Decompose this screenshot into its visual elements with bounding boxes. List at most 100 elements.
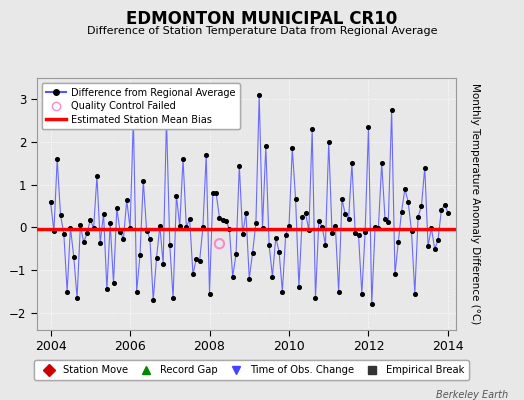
Point	[374, 225, 383, 231]
Point	[427, 225, 435, 231]
Point	[344, 216, 353, 222]
Point	[381, 216, 389, 222]
Point	[136, 252, 144, 258]
Point	[301, 210, 310, 216]
Point	[304, 227, 313, 234]
Point	[199, 224, 207, 230]
Point	[50, 228, 58, 234]
Point	[195, 258, 204, 264]
Point	[248, 250, 257, 256]
Point	[179, 156, 187, 162]
Point	[238, 231, 247, 238]
Point	[394, 239, 402, 246]
Point	[245, 276, 254, 282]
Point	[86, 217, 94, 223]
Point	[358, 290, 366, 297]
Point	[225, 226, 234, 233]
Point	[113, 205, 121, 212]
Point	[318, 224, 326, 230]
Point	[417, 203, 425, 209]
Point	[341, 211, 350, 218]
Point	[397, 208, 406, 215]
Point	[133, 288, 141, 295]
Point	[424, 243, 432, 249]
Point	[47, 199, 55, 206]
Point	[404, 199, 412, 205]
Point	[185, 216, 194, 222]
Point	[73, 295, 81, 301]
Point	[407, 228, 416, 234]
Point	[162, 115, 171, 122]
Point	[192, 255, 201, 262]
Point	[434, 237, 442, 244]
Point	[351, 230, 359, 236]
Point	[205, 290, 214, 297]
Point	[228, 274, 237, 280]
Point	[331, 223, 340, 230]
Point	[159, 261, 167, 267]
Point	[166, 242, 174, 249]
Point	[321, 241, 330, 248]
Point	[278, 288, 287, 295]
Point	[252, 220, 260, 227]
Text: EDMONTON MUNICIPAL CR10: EDMONTON MUNICIPAL CR10	[126, 10, 398, 28]
Point	[261, 143, 270, 150]
Legend: Station Move, Record Gap, Time of Obs. Change, Empirical Break: Station Move, Record Gap, Time of Obs. C…	[34, 360, 469, 380]
Point	[209, 190, 217, 196]
Point	[152, 254, 161, 261]
Point	[169, 295, 177, 301]
Point	[421, 164, 429, 171]
Point	[414, 214, 422, 220]
Point	[298, 214, 307, 220]
Point	[96, 240, 104, 246]
Point	[361, 228, 369, 235]
Point	[371, 224, 379, 230]
Point	[53, 156, 61, 162]
Point	[123, 197, 131, 204]
Point	[212, 190, 220, 196]
Point	[255, 92, 264, 98]
Point	[83, 230, 91, 236]
Point	[377, 160, 386, 167]
Point	[182, 224, 191, 230]
Point	[354, 232, 363, 238]
Point	[215, 214, 224, 221]
Point	[116, 228, 124, 235]
Point	[348, 160, 356, 167]
Point	[271, 234, 280, 241]
Text: Berkeley Earth: Berkeley Earth	[436, 390, 508, 400]
Point	[268, 274, 277, 280]
Point	[314, 217, 323, 224]
Point	[334, 288, 343, 295]
Point	[76, 222, 84, 228]
Point	[441, 201, 449, 208]
Point	[242, 210, 250, 216]
Point	[384, 218, 392, 225]
Point	[328, 230, 336, 236]
Point	[60, 230, 68, 237]
Point	[232, 251, 240, 258]
Point	[139, 177, 147, 184]
Point	[80, 239, 88, 246]
Point	[90, 225, 98, 231]
Point	[265, 242, 274, 248]
Point	[437, 207, 445, 214]
Point	[66, 224, 74, 231]
Point	[285, 223, 293, 229]
Point	[275, 248, 283, 255]
Point	[146, 235, 154, 242]
Point	[106, 220, 114, 226]
Point	[129, 115, 138, 122]
Point	[149, 297, 157, 303]
Point	[176, 223, 184, 229]
Point	[143, 227, 151, 234]
Point	[401, 186, 409, 192]
Point	[119, 236, 128, 242]
Point	[100, 210, 108, 217]
Point	[70, 254, 78, 260]
Point	[431, 246, 439, 252]
Point	[222, 217, 230, 224]
Point	[202, 152, 211, 158]
Point	[110, 280, 118, 286]
Point	[215, 240, 224, 247]
